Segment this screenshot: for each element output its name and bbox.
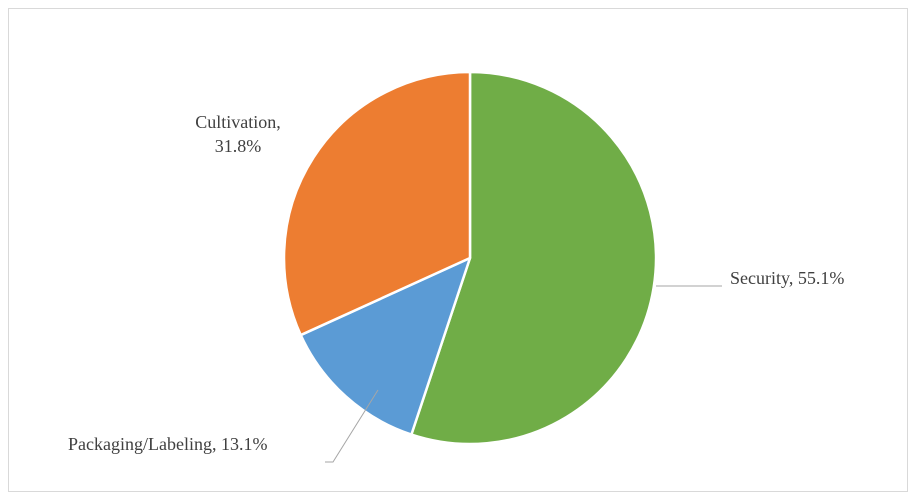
data-label-security: Security, 55.1%: [730, 268, 844, 288]
data-label-line: Packaging/Labeling, 13.1%: [68, 434, 267, 454]
pie-slices: [284, 72, 656, 444]
data-label-line: 31.8%: [215, 136, 262, 156]
data-label-cultivation: Cultivation, 31.8%: [195, 112, 281, 156]
data-label-line: Cultivation,: [195, 112, 281, 132]
data-label-line: Security, 55.1%: [730, 268, 844, 288]
data-label-packaging-labeling: Packaging/Labeling, 13.1%: [68, 434, 267, 454]
